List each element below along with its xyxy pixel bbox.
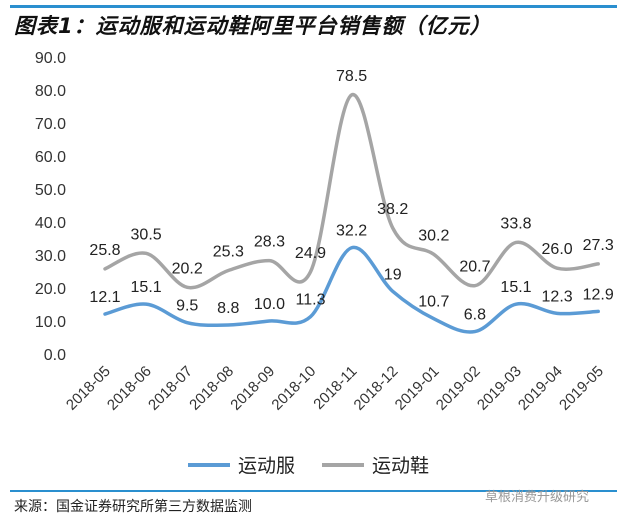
data-label: 33.8 xyxy=(500,215,531,232)
data-label: 24.9 xyxy=(295,245,326,262)
data-label: 20.2 xyxy=(172,260,203,277)
data-label: 10.7 xyxy=(418,294,449,311)
x-tick-label: 2018-07 xyxy=(145,363,196,414)
bottom-rule xyxy=(10,490,617,492)
data-label: 32.2 xyxy=(336,223,367,240)
x-tick-label: 2019-01 xyxy=(392,363,443,414)
series-line-apparel xyxy=(103,245,600,334)
data-label: 12.3 xyxy=(542,288,573,305)
data-label: 12.1 xyxy=(89,289,120,306)
data-label: 6.8 xyxy=(464,307,486,324)
y-tick-label: 30.0 xyxy=(35,248,66,265)
data-label: 11.3 xyxy=(296,292,326,309)
y-tick-label: 80.0 xyxy=(35,83,66,100)
x-tick-label: 2019-03 xyxy=(474,363,525,414)
y-tick-label: 0.0 xyxy=(44,347,66,364)
y-tick-label: 90.0 xyxy=(35,50,66,67)
data-label: 30.2 xyxy=(418,227,449,244)
legend-label: 运动服 xyxy=(238,455,295,477)
data-label: 12.9 xyxy=(583,286,614,303)
data-label: 27.3 xyxy=(583,237,614,254)
data-label: 30.5 xyxy=(131,226,162,243)
y-tick-label: 70.0 xyxy=(35,116,66,133)
y-tick-label: 50.0 xyxy=(35,182,66,199)
data-label: 26.0 xyxy=(542,241,573,258)
series-line-shoes xyxy=(103,93,600,290)
x-tick-label: 2019-02 xyxy=(433,363,484,414)
y-tick-label: 20.0 xyxy=(35,281,66,298)
data-label: 25.3 xyxy=(213,244,244,261)
y-tick-label: 60.0 xyxy=(35,149,66,166)
x-tick-label: 2018-10 xyxy=(268,363,319,414)
watermark: 草根消费升级研究 xyxy=(485,490,590,505)
x-tick-label: 2018-09 xyxy=(227,363,278,414)
data-label: 10.0 xyxy=(254,296,285,313)
figure-title: 图表1：运动服和运动鞋阿里平台销售额（亿元） xyxy=(14,14,492,38)
x-tick-label: 2018-08 xyxy=(186,363,237,414)
x-tick-label: 2018-05 xyxy=(63,363,114,414)
data-label: 28.3 xyxy=(254,234,285,251)
y-tick-label: 40.0 xyxy=(35,215,66,232)
data-label: 78.5 xyxy=(336,68,367,85)
data-label: 19 xyxy=(384,266,402,283)
x-tick-label: 2018-06 xyxy=(104,363,155,414)
data-label: 15.1 xyxy=(500,279,531,296)
data-label: 9.5 xyxy=(176,298,198,315)
x-tick-label: 2019-05 xyxy=(556,363,607,414)
top-rule xyxy=(10,5,617,8)
data-label: 8.8 xyxy=(217,300,239,317)
source-note: 来源：国金证券研究所第三方数据监测 xyxy=(14,499,252,515)
x-tick-label: 2019-04 xyxy=(515,363,566,414)
data-label: 25.8 xyxy=(89,242,120,259)
x-tick-label: 2018-12 xyxy=(351,363,402,414)
y-tick-label: 10.0 xyxy=(35,314,66,331)
legend-label: 运动鞋 xyxy=(372,455,429,477)
data-label: 15.1 xyxy=(131,279,162,296)
data-label: 38.2 xyxy=(377,201,408,218)
data-label: 20.7 xyxy=(459,259,490,276)
